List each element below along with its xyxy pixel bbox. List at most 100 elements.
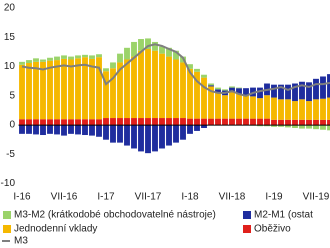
bar-segment — [40, 59, 46, 62]
bar-segment — [152, 41, 158, 51]
bar-segment — [33, 125, 39, 135]
bar-segment — [271, 84, 277, 98]
bar-segment — [47, 57, 53, 61]
bar-segment — [47, 119, 53, 126]
bar-segment — [215, 87, 221, 90]
bar-segment — [327, 74, 330, 98]
bar-segment — [285, 84, 291, 100]
bar-segment — [103, 118, 109, 126]
legend-swatch — [3, 225, 11, 233]
bar-segment — [187, 125, 193, 134]
bar-segment — [215, 92, 221, 119]
bar-segment — [54, 125, 60, 135]
bar-segment — [257, 125, 263, 127]
bar-segment — [243, 88, 249, 96]
bar-segment — [180, 118, 186, 126]
bar-segment — [222, 118, 228, 126]
bar-segment — [313, 125, 319, 130]
legend-label: Jednodenní vklady — [14, 224, 97, 235]
bar-segment — [292, 125, 298, 128]
bar-segment — [26, 60, 32, 64]
bar-segment — [208, 118, 214, 126]
bar-segment — [54, 60, 60, 120]
bar-segment — [243, 95, 249, 119]
bar-segment — [166, 118, 172, 126]
bar-segment — [236, 118, 242, 126]
bar-segment — [19, 64, 25, 120]
bar-segment — [96, 54, 102, 58]
bar-segment — [278, 119, 284, 126]
bar-segment — [159, 53, 165, 119]
bar-segment — [187, 118, 193, 126]
bar-segment — [313, 99, 319, 120]
bar-segment — [327, 97, 330, 120]
y-tick-label: 15 — [4, 32, 16, 43]
bar-segment — [124, 125, 130, 146]
bar-segment — [61, 55, 67, 59]
bar-segment — [68, 59, 74, 120]
bar-segment — [327, 125, 330, 131]
bar-segment — [75, 58, 81, 120]
bar-segment — [159, 118, 165, 126]
bar-segment — [89, 55, 95, 59]
bar-segment — [152, 125, 158, 152]
bar-segment — [285, 119, 291, 126]
bar-segment — [89, 125, 95, 136]
y-tick-label: 5 — [9, 90, 15, 101]
bar-segment — [222, 95, 228, 119]
bar-segment — [187, 68, 193, 119]
bar-segment — [229, 86, 235, 88]
bar-segment — [110, 68, 116, 119]
bar-segment — [61, 58, 67, 120]
x-tick-label: I-19 — [265, 192, 283, 203]
bar-segment — [299, 119, 305, 126]
bar-segment — [236, 87, 242, 89]
bar-segment — [180, 62, 186, 119]
bar-segment — [138, 50, 144, 119]
bar-segment — [229, 118, 235, 126]
bar-segment — [68, 56, 74, 60]
x-tick-label: VII-18 — [219, 192, 246, 203]
bar-segment — [320, 125, 326, 130]
bar-segment — [173, 125, 179, 143]
x-tick-label: I-17 — [97, 192, 115, 203]
bar-segment — [306, 82, 312, 102]
bar-segment — [166, 47, 172, 57]
bar-segment — [131, 41, 137, 57]
bar-segment — [75, 55, 81, 59]
bar-segment — [159, 125, 165, 149]
bar-segment — [82, 54, 88, 58]
bar-segment — [89, 119, 95, 126]
bar-segment — [271, 125, 277, 127]
bar-segment — [19, 125, 25, 134]
bar-segment — [292, 101, 298, 120]
bar-segment — [131, 118, 137, 126]
x-tick-label: VII-17 — [135, 192, 162, 203]
bar-segment — [201, 77, 207, 119]
bar-segment — [54, 56, 60, 61]
bar-segment — [26, 119, 32, 126]
bar-segment — [292, 83, 298, 102]
bar-segment — [110, 62, 116, 69]
bar-segment — [299, 99, 305, 120]
bar-segment — [201, 74, 207, 78]
bar-segment — [117, 62, 123, 119]
bar-segment — [208, 86, 214, 119]
bar-segment — [243, 118, 249, 126]
bar-segment — [68, 125, 74, 134]
bar-segment — [194, 125, 200, 131]
m3-line — [21, 43, 330, 97]
bar-segment — [19, 119, 25, 126]
bar-segment — [159, 46, 165, 54]
bar-segment — [187, 64, 193, 69]
bar-segment — [313, 119, 319, 126]
bar-segment — [145, 125, 151, 154]
bar-segment — [194, 71, 200, 119]
bar-segment — [257, 118, 263, 126]
y-tick-label: 20 — [4, 3, 16, 14]
bar-segment — [131, 56, 137, 119]
bar-segment — [124, 47, 130, 60]
bar-segment — [257, 87, 263, 99]
bar-segment — [33, 58, 39, 62]
bar-segment — [299, 125, 305, 129]
